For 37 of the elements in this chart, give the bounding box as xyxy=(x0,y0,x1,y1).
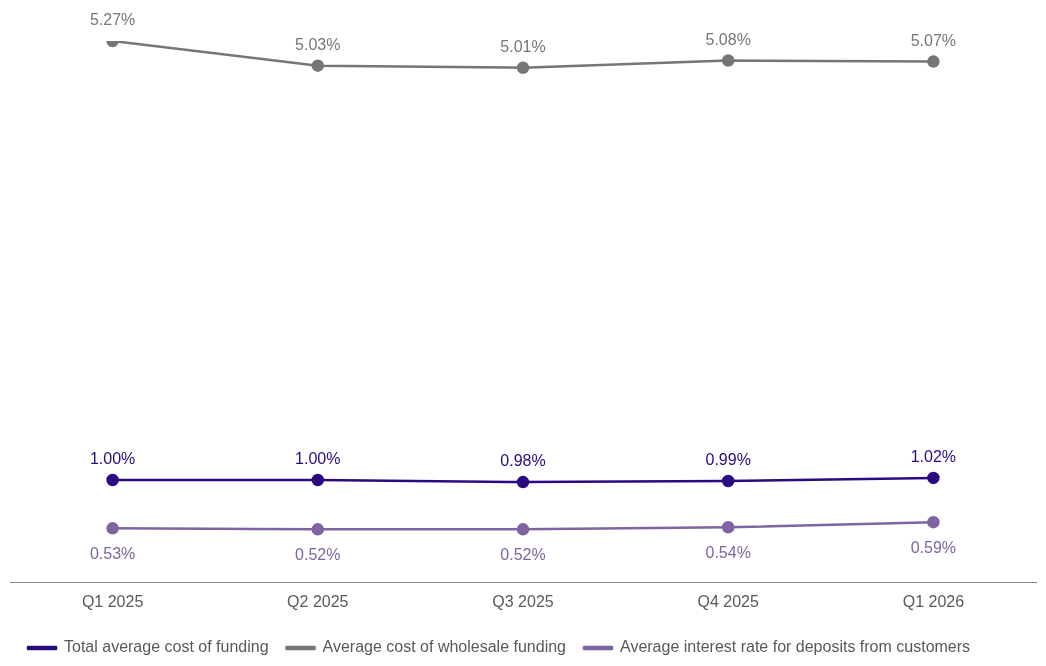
point xyxy=(311,473,325,487)
x-tick-label: Q4 2025 xyxy=(697,592,759,610)
legend-label: Average interest rate for deposits from customers xyxy=(620,638,971,656)
data-label: 5.01% xyxy=(500,38,546,56)
data-label: 5.07% xyxy=(910,31,957,49)
legend-label: Average cost of wholesale funding xyxy=(322,638,566,656)
point xyxy=(516,475,530,489)
data-label: 0.99% xyxy=(705,451,751,469)
point xyxy=(106,473,119,487)
point xyxy=(927,55,940,68)
x-tick-label: Q3 2025 xyxy=(492,592,554,610)
point xyxy=(311,59,325,72)
point xyxy=(311,523,325,536)
point xyxy=(927,471,940,485)
data-label: 0.52% xyxy=(295,545,341,563)
data-label: 1.02% xyxy=(910,448,957,466)
data-label: 0.98% xyxy=(500,452,546,470)
point xyxy=(516,61,530,74)
point xyxy=(721,474,735,488)
data-label: 5.08% xyxy=(705,30,751,48)
data-label: 0.52% xyxy=(500,545,546,563)
point xyxy=(516,523,530,536)
point xyxy=(106,522,119,535)
data-label: 0.59% xyxy=(910,538,957,556)
data-label: 0.54% xyxy=(705,543,751,561)
point xyxy=(927,515,940,529)
data-label: 1.00% xyxy=(89,450,136,468)
x-tick-label: Q2 2025 xyxy=(287,592,349,610)
legend-label: Total average cost of funding xyxy=(64,638,269,656)
data-label: 5.27% xyxy=(89,11,136,29)
point xyxy=(721,54,735,67)
data-label: 0.53% xyxy=(89,544,136,562)
x-tick-label: Q1 2026 xyxy=(902,592,965,610)
data-label: 5.03% xyxy=(295,36,341,54)
x-tick-label: Q1 2025 xyxy=(81,592,144,610)
data-label: 1.00% xyxy=(295,450,341,468)
point xyxy=(721,521,735,534)
